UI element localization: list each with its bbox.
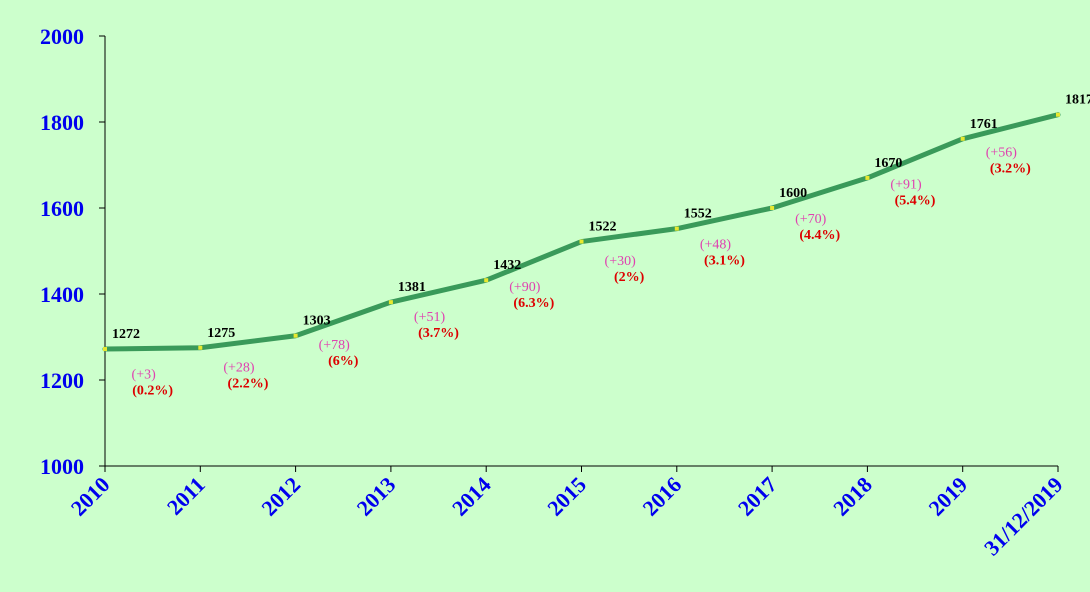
value-label: 1670 <box>874 156 902 171</box>
change-label: (+56) <box>986 146 1018 161</box>
x-tick-label: 2018 <box>828 472 877 521</box>
series-group <box>102 112 1061 352</box>
data-point <box>293 333 298 338</box>
data-point <box>770 206 775 210</box>
change-label: (+48) <box>700 237 732 252</box>
x-tick-label: 2014 <box>447 472 496 521</box>
x-tick-label: 2015 <box>542 472 591 521</box>
change-label: (+30) <box>605 254 637 269</box>
value-label: 1817 <box>1065 93 1090 108</box>
y-tick-label: 2000 <box>40 24 84 49</box>
change-label: (+78) <box>319 338 351 353</box>
percent-label: (4.4%) <box>799 228 840 243</box>
y-tick-label: 1400 <box>40 282 84 307</box>
series-line <box>102 112 1061 352</box>
percent-label: (0.2%) <box>132 383 173 398</box>
change-label: (+91) <box>890 177 922 192</box>
change-label: (+70) <box>795 212 827 227</box>
value-label: 1432 <box>493 258 521 273</box>
data-point <box>198 345 203 350</box>
data-point <box>674 226 679 231</box>
data-labels: 1272 1275 1303 1381 1432 1522 1552 1600 1670 1761… <box>112 93 1090 399</box>
x-tick-label: 2010 <box>66 472 115 521</box>
value-label: 1600 <box>779 186 807 201</box>
data-point <box>103 347 107 352</box>
value-label: 1552 <box>684 207 712 222</box>
percent-label: (6.3%) <box>513 296 554 311</box>
x-tick-labels: 2010 2011 2012 2013 2014 2015 2016 2017 2018 2019… <box>66 472 1068 561</box>
change-label: (+28) <box>223 361 255 376</box>
percent-label: (2.2%) <box>228 377 269 392</box>
x-tick-label: 2016 <box>638 472 687 521</box>
y-tick-labels: 1000 1200 1400 1600 1800 2000 <box>40 24 84 479</box>
percent-label: (3.7%) <box>418 326 459 341</box>
value-label: 1272 <box>112 327 140 342</box>
value-label: 1381 <box>398 280 426 295</box>
data-point <box>1056 112 1060 117</box>
x-tick-label: 2011 <box>162 472 210 520</box>
y-tick-label: 1800 <box>40 110 84 135</box>
percent-label: (2%) <box>614 270 645 285</box>
data-point <box>388 300 393 305</box>
x-tick-label: 2019 <box>923 472 972 521</box>
data-point <box>484 278 489 283</box>
percent-label: (6%) <box>328 354 359 369</box>
change-label: (+3) <box>132 367 157 382</box>
value-label: 1761 <box>970 117 998 132</box>
percent-label: (3.1%) <box>704 253 745 268</box>
y-tick-label: 1000 <box>40 454 84 479</box>
data-point <box>960 136 965 141</box>
data-point <box>865 175 870 180</box>
x-tick-label: 31/12/2019 <box>979 472 1068 561</box>
x-tick-label: 2017 <box>733 472 782 521</box>
axes <box>99 35 1059 472</box>
y-tick-label: 1200 <box>40 368 84 393</box>
y-tick-label: 1600 <box>40 196 84 221</box>
value-label: 1303 <box>303 314 331 329</box>
x-tick-label: 2012 <box>256 472 305 521</box>
percent-label: (5.4%) <box>895 193 936 208</box>
change-label: (+51) <box>414 310 446 325</box>
value-label: 1275 <box>207 326 235 341</box>
x-tick-label: 2013 <box>352 472 401 521</box>
change-label: (+90) <box>509 280 541 295</box>
value-label: 1522 <box>589 220 617 235</box>
percent-label: (3.2%) <box>990 162 1031 177</box>
data-point <box>579 239 584 244</box>
